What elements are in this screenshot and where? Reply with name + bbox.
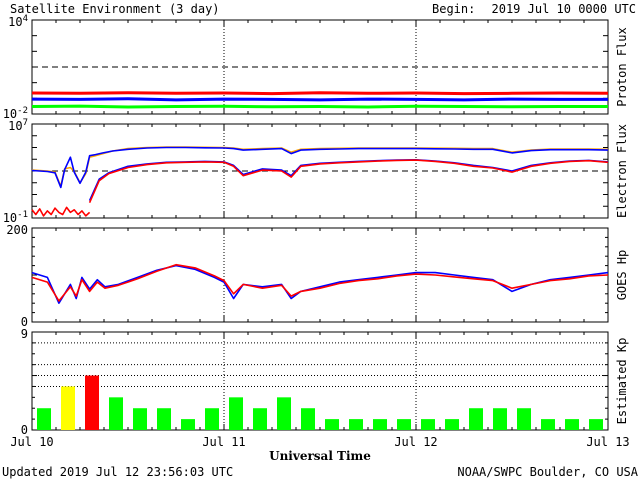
kp-bar: [229, 397, 243, 430]
kp-bar: [565, 419, 579, 430]
kp-bar: [469, 408, 483, 430]
kp-bar: [85, 375, 99, 430]
kp-bar: [445, 419, 459, 430]
kp-bar: [397, 419, 411, 430]
panels: 104 10-2 Proton Flux 107 10-1 Electron Flux 20…: [3, 14, 630, 449]
kp-bar: [157, 408, 171, 430]
x-tick-label: Jul 12: [394, 435, 437, 449]
y-tick-label: 10-1: [3, 210, 28, 225]
kp-bar: [541, 419, 555, 430]
y-tick-label: 10-2: [3, 106, 28, 121]
kp-bar: [493, 408, 507, 430]
x-tick-label: Jul 10: [10, 435, 53, 449]
series-line-blue: [31, 97, 608, 102]
kp-bar: [109, 397, 123, 430]
panel-proton: 104 10-2 Proton Flux: [3, 14, 629, 121]
kp-bar: [301, 408, 315, 430]
kp-bar: [253, 408, 267, 430]
kp-bar: [325, 419, 339, 430]
y-tick-label: 9: [21, 327, 28, 341]
series-line-red: [31, 91, 609, 96]
kp-bar: [133, 408, 147, 430]
chart-title: Satellite Environment (3 day): [10, 2, 220, 16]
kp-bar: [349, 419, 363, 430]
kp-bar: [589, 419, 603, 430]
y-tick-label: 0: [21, 315, 28, 329]
kp-bar: [61, 386, 75, 430]
y-axis-label-proton: Proton Flux: [615, 27, 629, 106]
y-tick-label: 104: [8, 14, 28, 29]
series-line-red: [31, 206, 91, 217]
series-line-red: [88, 159, 609, 204]
y-axis-label-kp: Estimated Kp: [615, 338, 629, 425]
y-axis-label-goes_hp: GOES Hp: [615, 250, 629, 301]
series-line-orange: [31, 146, 609, 188]
y-tick-label: 0: [21, 423, 28, 437]
panel-goes_hp: 200 0 GOES Hp: [6, 223, 629, 329]
x-axis-label: Universal Time: [269, 449, 371, 463]
y-axis-label-electron: Electron Flux: [615, 124, 629, 218]
y-tick-label: 107: [8, 118, 28, 133]
panel-electron: 107 10-1 Electron Flux: [3, 118, 629, 225]
series-line-blue: [31, 146, 609, 189]
kp-bar: [373, 419, 387, 430]
kp-bar: [37, 408, 51, 430]
begin-value: 2019 Jul 10 0000 UTC: [492, 2, 637, 16]
panel-frame-goes_hp: [31, 227, 609, 323]
kp-bar: [181, 419, 195, 430]
kp-bar: [517, 408, 531, 430]
series-line-blue: [31, 264, 609, 305]
updated-text: Updated 2019 Jul 12 23:56:03 UTC: [2, 465, 233, 479]
kp-bar: [205, 408, 219, 430]
kp-bar: [421, 419, 435, 430]
kp-bar: [277, 397, 291, 430]
y-tick-label: 200: [6, 223, 28, 237]
x-tick-label: Jul 13: [586, 435, 629, 449]
begin-label: Begin:: [432, 2, 475, 16]
series-line-green: [31, 104, 608, 109]
credit-text: NOAA/SWPC Boulder, CO USA: [457, 465, 638, 479]
panel-kp: 9 0 Estimated Kp: [21, 327, 629, 437]
x-tick-label: Jul 11: [202, 435, 245, 449]
series-line-red: [31, 263, 609, 302]
